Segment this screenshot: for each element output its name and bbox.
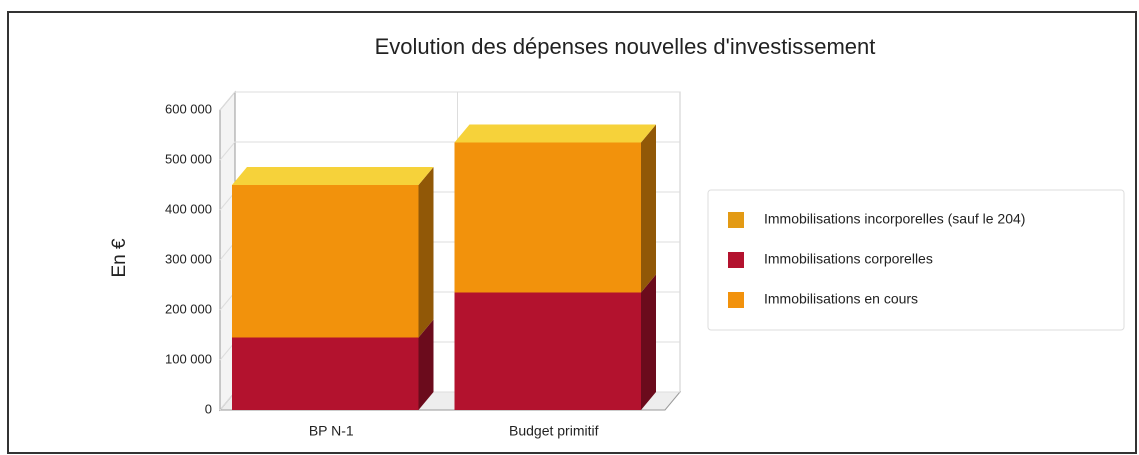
y-tick-label: 0 <box>205 401 212 416</box>
bar-top <box>454 124 656 143</box>
legend-swatch <box>728 212 744 228</box>
grid-line <box>219 91 680 111</box>
y-tick-label: 600 000 <box>165 101 212 116</box>
legend-label: Immobilisations corporelles <box>764 251 933 267</box>
bar-side <box>418 167 434 338</box>
bar-side <box>641 274 656 410</box>
bar-side <box>418 319 434 410</box>
y-tick-label: 400 000 <box>165 201 212 216</box>
bar <box>454 292 641 410</box>
bar <box>454 142 641 293</box>
y-tick-label: 200 000 <box>165 301 212 316</box>
chart-title: Evolution des dépenses nouvelles d'inves… <box>375 34 876 59</box>
legend-swatch <box>728 292 744 308</box>
y-tick-label: 100 000 <box>165 351 212 366</box>
legend-swatch <box>728 252 744 268</box>
y-tick-label: 300 000 <box>165 251 212 266</box>
y-tick-label: 500 000 <box>165 151 212 166</box>
bar <box>232 337 419 410</box>
legend-box <box>707 189 1125 331</box>
y-axis-label: En € <box>109 238 130 278</box>
x-tick-label: BP N-1 <box>309 423 354 439</box>
x-tick-label: Budget primitif <box>509 423 599 439</box>
legend-label: Immobilisations incorporelles (sauf le 2… <box>764 211 1025 227</box>
bar-side <box>641 124 656 293</box>
bar-top <box>232 167 434 185</box>
bar <box>232 185 419 338</box>
legend-label: Immobilisations en cours <box>764 291 918 307</box>
